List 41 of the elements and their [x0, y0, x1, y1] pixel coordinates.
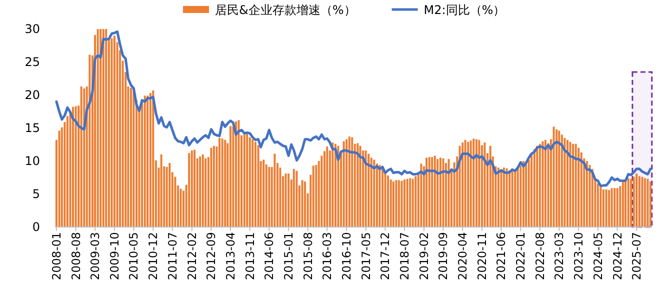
x-tick-label: 2009-03 — [88, 232, 102, 280]
x-tick-label: 2024-12 — [610, 232, 624, 280]
legend-label: M2:同比（%） — [424, 3, 506, 17]
x-tick-label: 2009-10 — [107, 232, 122, 280]
x-tick-label: 2019-09 — [436, 232, 450, 280]
x-tick-label: 2020-04 — [456, 232, 470, 280]
y-tick-label: 15 — [24, 121, 40, 135]
x-tick-label: 2021-06 — [494, 232, 508, 280]
x-tick-label: 2024-05 — [590, 232, 605, 280]
y-tick-label: 25 — [24, 55, 40, 69]
line-series — [55, 30, 652, 188]
x-tick-label: 2016-10 — [340, 232, 354, 280]
x-tick-label: 2015-01 — [282, 232, 296, 280]
x-tick-label: 2014-06 — [262, 232, 276, 280]
y-tick-label: 5 — [32, 187, 40, 201]
x-tick-label: 2017-05 — [358, 232, 373, 280]
x-tick-label: 2022-01 — [514, 232, 528, 280]
x-tick-label: 2012-09 — [204, 232, 218, 280]
x-tick-label: 2022-08 — [532, 232, 547, 280]
x-tick-label: 2010-12 — [146, 232, 160, 280]
x-tick-label: 2023-03 — [552, 232, 566, 280]
y-tick-label: 20 — [24, 88, 40, 102]
x-tick-label: 2013-04 — [223, 232, 238, 280]
legend-label: 居民&企业存款增速（%） — [215, 3, 356, 17]
y-tick-label: 30 — [24, 22, 40, 36]
x-tick-label: 2023-10 — [572, 232, 586, 280]
x-tick-label: 2019-02 — [416, 232, 431, 280]
x-tick-label: 2017-12 — [378, 232, 392, 280]
y-tick-label: 0 — [32, 220, 40, 234]
x-tick-label: 2015-08 — [300, 232, 315, 280]
x-tick-label: 2025-07 — [630, 232, 644, 280]
x-tick-label: 2010-05 — [126, 232, 141, 280]
x-tick-label: 2018-07 — [397, 232, 412, 280]
x-tick-label: 2008-01 — [49, 232, 64, 280]
x-tick-label: 2012-02 — [184, 232, 199, 280]
x-tick-label: 2016-03 — [320, 232, 334, 280]
y-tick-label: 10 — [24, 154, 40, 168]
x-tick-label: 2013-11 — [242, 232, 257, 280]
x-tick-label: 2011-07 — [165, 232, 180, 280]
x-tick-label: 2008-08 — [68, 232, 83, 280]
x-tick-label: 2020-11 — [474, 232, 489, 280]
